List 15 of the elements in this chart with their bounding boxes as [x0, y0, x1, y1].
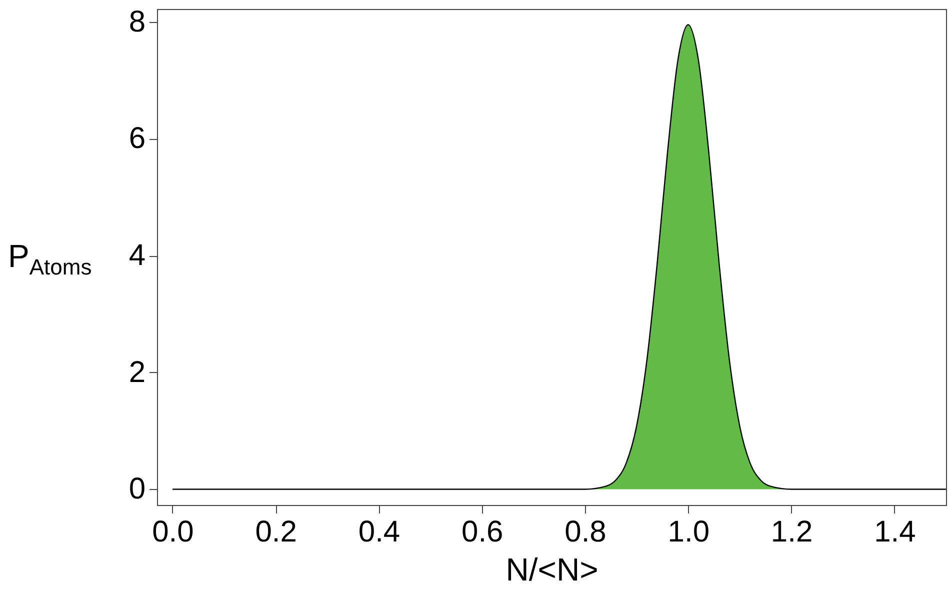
x-tick-label: 0.4 — [358, 516, 400, 548]
x-tick-label: 1.0 — [668, 516, 710, 548]
y-axis-title: P$_{Atoms}$ — [8, 238, 92, 280]
y-tick-label: 4 — [128, 239, 146, 272]
y-tick-label: 0 — [128, 472, 146, 506]
y-tick-label: 8 — [128, 5, 146, 38]
x-axis-title: N/<N> — [506, 552, 598, 588]
x-tick-label: 0.6 — [462, 516, 504, 548]
y-tick-label: 6 — [128, 122, 146, 156]
x-tick-label: 1.2 — [770, 516, 813, 548]
x-tick-label: 0.0 — [152, 516, 194, 548]
x-tick-label: 0.8 — [564, 516, 606, 548]
y-tick-label: 2 — [128, 356, 146, 389]
x-tick-label: 1.4 — [874, 516, 916, 548]
x-tick-label: 0.2 — [255, 516, 297, 548]
